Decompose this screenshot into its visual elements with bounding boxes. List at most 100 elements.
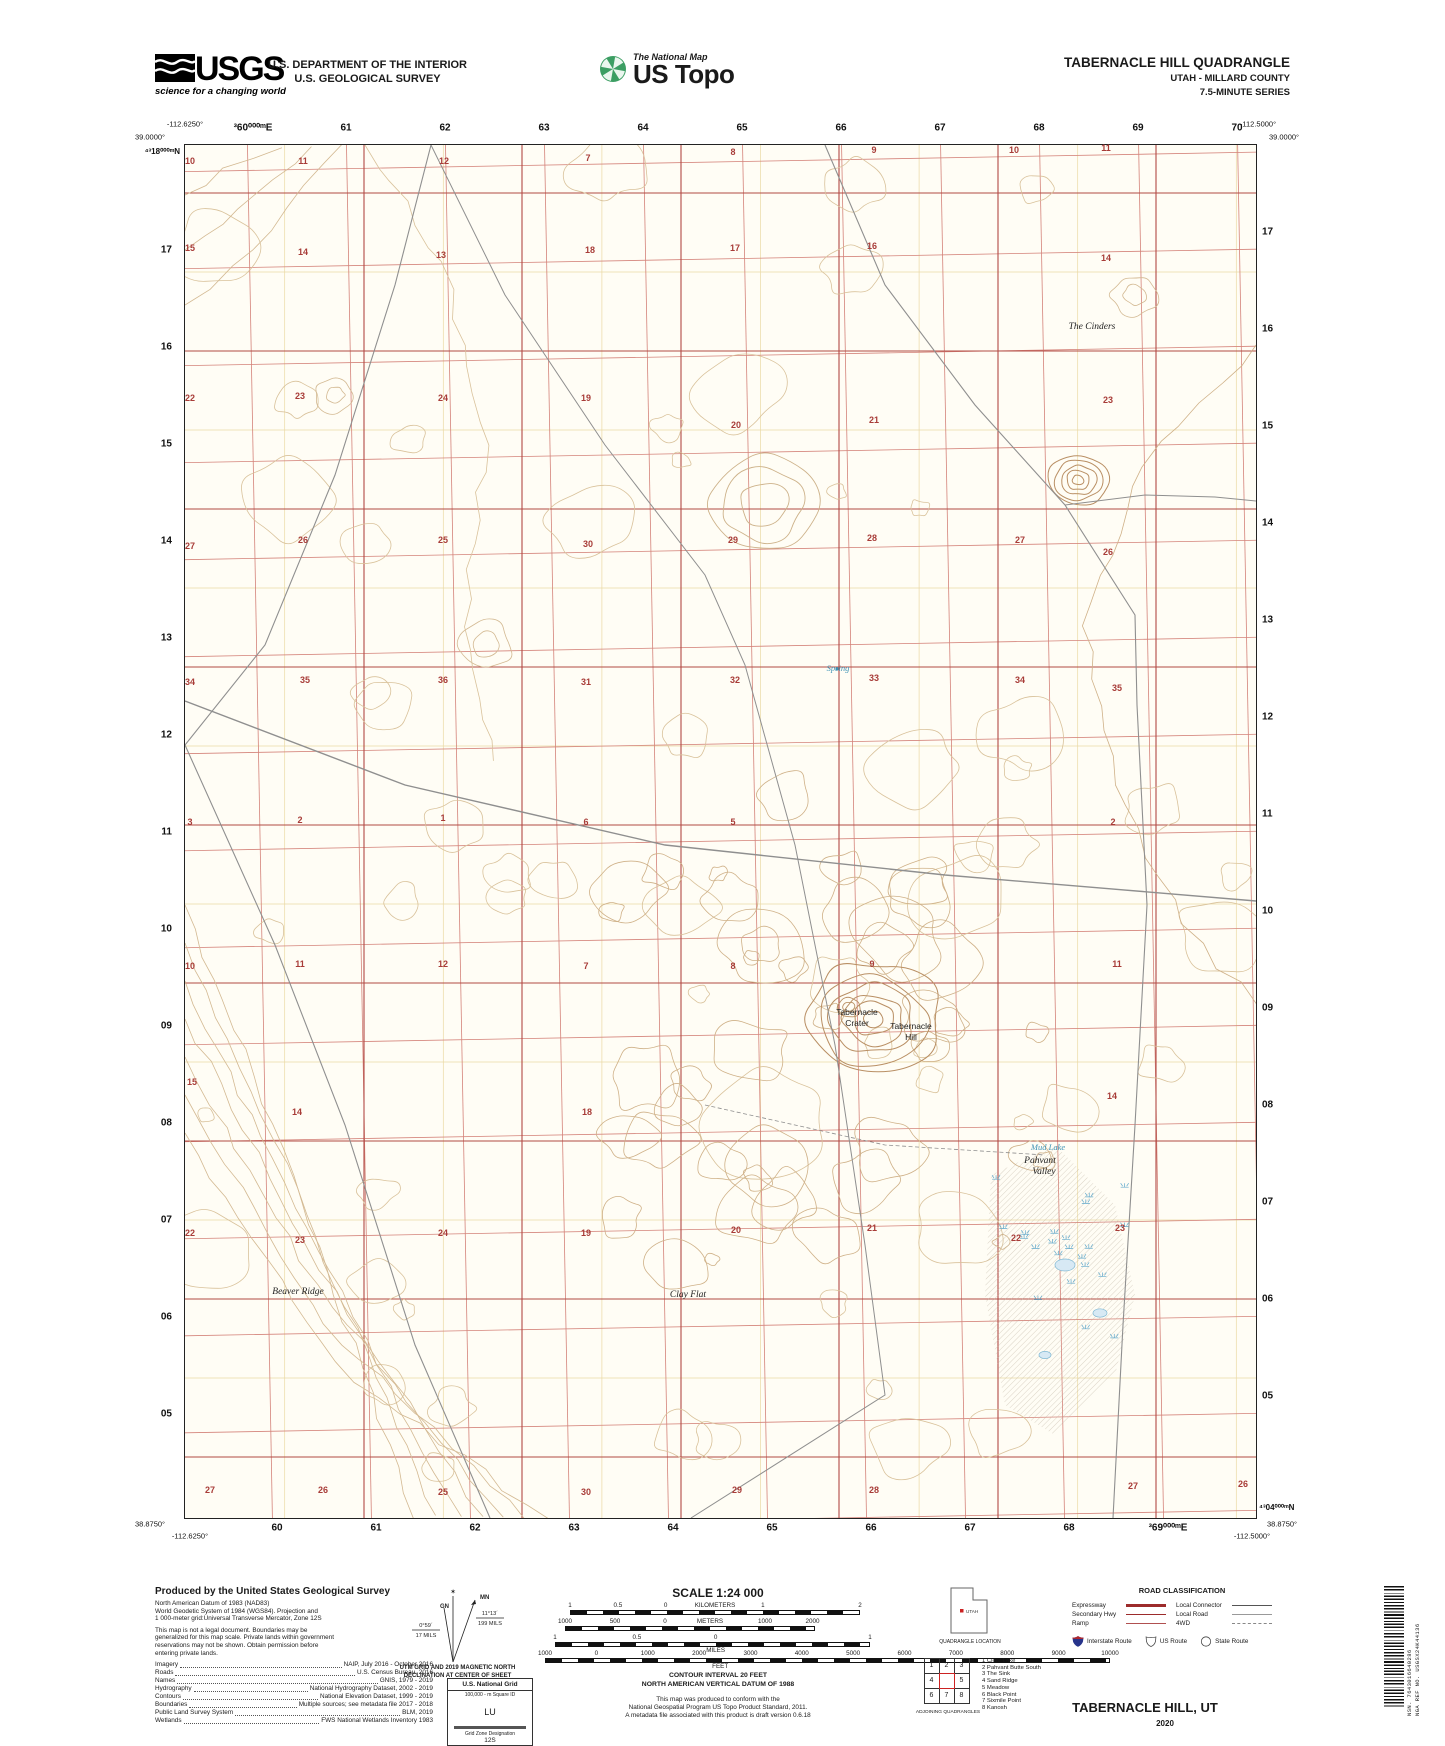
section-number: 18 xyxy=(581,1107,593,1117)
section-number: 20 xyxy=(730,1225,742,1235)
northing-label: 11 xyxy=(1262,808,1273,820)
section-number: 20 xyxy=(730,420,742,430)
road-class-row: Secondary Hwy Local Road xyxy=(1072,1611,1272,1618)
section-number: 27 xyxy=(1014,535,1026,545)
quadrangle-location-map: UTAH xyxy=(950,1587,988,1634)
text-line: World Geodetic System of 1984 (WGS84). P… xyxy=(155,1607,318,1615)
road-class-row: Ramp 4WD xyxy=(1072,1619,1292,1628)
northing-label: 07 xyxy=(160,1214,172,1226)
road-class-row: Expressway Local Connector xyxy=(1072,1601,1292,1610)
text-line: National Geospatial Program US Topo Prod… xyxy=(628,1704,808,1711)
section-number: 8 xyxy=(730,147,736,157)
section-number: 7 xyxy=(583,961,589,971)
corner-bottom-left-lon: -112.6250° xyxy=(171,1531,209,1541)
section-number: 10 xyxy=(1008,145,1020,155)
section-number: 21 xyxy=(866,1223,878,1233)
usng-divider xyxy=(454,1726,526,1729)
place-label: Beaver Ridge xyxy=(272,1287,324,1297)
place-label: Crater xyxy=(845,1018,869,1028)
place-label: Clay Flat xyxy=(669,1290,707,1300)
text-line: 4 Sand Ridge xyxy=(982,1678,1018,1685)
northing-label: 14 xyxy=(1262,517,1274,529)
text-line: This map was produced to conform with th… xyxy=(656,1696,780,1703)
easting-label: 63 xyxy=(568,1522,580,1534)
section-number: 1 xyxy=(440,813,446,823)
section-number: 8 xyxy=(730,961,736,971)
northing-label: 10 xyxy=(1262,905,1274,917)
section-number: 19 xyxy=(580,393,592,403)
credit-row: Contours National Elevation Dataset, 1999… xyxy=(155,1693,433,1701)
section-number: 17 xyxy=(729,243,741,253)
declination-diagram: ✶ GN MN 0°59´ 17 MILS 11°13´ 199 MILS xyxy=(412,1588,504,1663)
adjoining-cell xyxy=(938,1672,955,1689)
section-number: 19 xyxy=(580,1228,592,1238)
section-number: 23 xyxy=(294,391,306,401)
northing-label: 11 xyxy=(161,826,172,838)
northing-label: 13 xyxy=(160,632,172,644)
corner-top-right-lon: -112.5000° xyxy=(1239,119,1277,129)
northing-label: 17 xyxy=(160,244,172,256)
adjoining-cell: 6 xyxy=(923,1687,940,1704)
adjoining-cell: 1 xyxy=(923,1657,940,1674)
section-number: 6 xyxy=(583,817,589,827)
credit-row: Imagery NAIP, July 2016 - October 2016 xyxy=(155,1661,433,1669)
easting-label: ³69⁰⁰⁰ᵐE xyxy=(1148,1522,1188,1534)
usgs-tagline: science for a changing world xyxy=(155,86,286,97)
section-number: 11 xyxy=(295,959,305,969)
northing-label: 06 xyxy=(160,1311,172,1323)
easting-label: 67 xyxy=(964,1522,976,1534)
route-shield-us: US Route xyxy=(1145,1636,1187,1647)
section-number: 14 xyxy=(291,1107,303,1117)
ustopo-product: US Topo xyxy=(633,59,735,89)
easting-label: 68 xyxy=(1033,122,1045,134)
northing-label: 10 xyxy=(160,923,172,935)
map-area xyxy=(184,144,1257,1519)
svg-text:GN: GN xyxy=(440,1604,449,1610)
easting-label: 68 xyxy=(1063,1522,1075,1534)
adjoining-cell: 2 xyxy=(938,1657,955,1674)
section-number: 2 xyxy=(297,815,303,825)
section-number: 7 xyxy=(585,153,591,163)
place-label: Pahvant xyxy=(1024,1156,1056,1166)
section-number: 27 xyxy=(204,1485,216,1495)
text-line: A metadata file associated with this pro… xyxy=(625,1712,811,1719)
interstate-shield-icon xyxy=(1072,1636,1084,1647)
corner-top-right-lat: 39.0000° xyxy=(1268,132,1300,142)
datum-notes: North American Datum of 1983 (NAD83) Worl… xyxy=(155,1600,433,1623)
northing-label: 05 xyxy=(1262,1390,1274,1402)
national-map-brand: The National Map xyxy=(633,52,708,62)
ustopo-logo: The National Map US Topo xyxy=(598,52,838,108)
section-number: 9 xyxy=(871,145,877,155)
data-source-credits: Imagery NAIP, July 2016 - October 2016 Roa… xyxy=(155,1661,433,1725)
place-label: Hill xyxy=(905,1032,917,1042)
northing-label: 08 xyxy=(1262,1099,1274,1111)
section-number: 27 xyxy=(1127,1481,1139,1491)
svg-text:MN: MN xyxy=(480,1595,489,1601)
section-number: 28 xyxy=(868,1485,880,1495)
contour-lines xyxy=(185,145,1256,1518)
section-number: 18 xyxy=(584,245,596,255)
section-number: 5 xyxy=(730,817,736,827)
usgs-logo: USGS science for a changing world xyxy=(155,52,395,108)
usgs-wave-icon xyxy=(155,54,195,82)
northing-label: 12 xyxy=(160,729,172,741)
section-number: 23 xyxy=(1102,395,1114,405)
easting-label: 69 xyxy=(1132,122,1144,134)
adjoining-quadrangle-names: 1 Clear Lake 2 Pahvant Butte South 3 The S… xyxy=(982,1658,1102,1712)
contour-interval-note: CONTOUR INTERVAL 20 FEET NORTH AMERICAN … xyxy=(641,1672,795,1688)
easting-label: 66 xyxy=(835,122,847,134)
water-features xyxy=(835,667,1135,1435)
utm-kilometer-grid xyxy=(185,145,1256,1518)
text-line: entering private lands. xyxy=(155,1649,218,1657)
section-number: 29 xyxy=(727,535,739,545)
text-line: generalized for this map scale. Private … xyxy=(155,1634,335,1642)
state-route-circle-icon xyxy=(1201,1636,1212,1647)
dept-line1: U.S. DEPARTMENT OF THE INTERIOR xyxy=(267,59,468,71)
section-number: 26 xyxy=(1102,547,1114,557)
text-line: 6 Black Point xyxy=(982,1691,1017,1698)
section-number: 14 xyxy=(1100,253,1112,263)
easting-label: 63 xyxy=(538,122,550,134)
section-number: 28 xyxy=(866,533,878,543)
usng-zone-label: Grid Zone Designation xyxy=(464,1730,516,1737)
